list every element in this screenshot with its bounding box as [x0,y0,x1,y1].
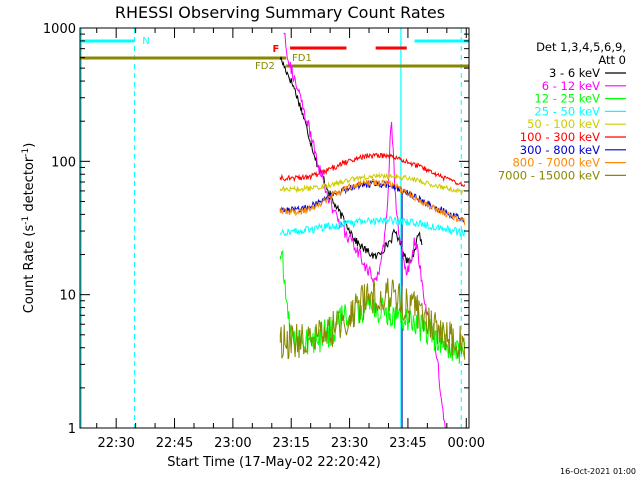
series-line-0 [279,56,423,264]
series-line-5 [279,152,466,188]
x-tick-label: 22:45 [156,436,193,451]
y-axis-title-prefix: Count Rate (s [22,225,37,314]
y-tick-label: 10 [59,289,76,304]
flare-label: F [273,44,280,55]
night-label: N [142,36,149,47]
x-axis-title: Start Time (17-May-02 22:20:42) [167,455,381,470]
series-line-1 [283,32,446,429]
legend-label: 100 - 300 keV [520,130,600,144]
x-tick-label: 00:00 [448,436,485,451]
legend-label: 3 - 6 keV [549,66,600,80]
legend-header-line-2: Att 0 [598,53,626,67]
y-axis-title-mid: detector [22,156,37,216]
legend-label: 12 - 25 keV [534,92,600,106]
y-tick-label: 1000 [43,22,76,37]
series-line-7 [279,178,466,225]
chart-title: RHESSI Observing Summary Count Rates [115,3,445,22]
fd2-label: FD2 [255,61,275,72]
x-tick-label: 22:30 [97,436,134,451]
date-stamp: 16-Oct-2021 01:00 [560,467,636,476]
x-tick-label: 23:00 [214,436,251,451]
x-tick-label: 23:45 [389,436,426,451]
fd1-label: FD1 [292,53,312,64]
y-axis-title-suffix: ) [22,143,37,148]
plot-frame [79,27,470,429]
legend-label: 800 - 7000 keV [512,156,600,170]
legend-label: 7000 - 15000 keV [498,168,600,182]
x-tick-label: 23:15 [272,436,309,451]
legend-label: 300 - 800 keV [520,143,600,157]
y-axis-title-sup1: -1 [21,216,31,225]
x-tick-label: 23:30 [331,436,368,451]
y-axis: 1 10 100 1000 [43,22,469,437]
y-axis-title-sup2: -1 [21,148,31,157]
x-axis: 22:30 22:45 23:00 23:15 23:30 23:45 00:00 [96,28,485,451]
legend-header-line-1: Det 1,3,4,5,6,9, [536,40,626,54]
series-line-3 [279,215,466,238]
legend-label: 6 - 12 keV [542,79,600,93]
series-layer [279,32,466,429]
legend-label: 25 - 50 keV [534,104,600,118]
y-tick-label: 100 [51,155,76,170]
series-line-4 [279,172,465,195]
y-axis-title: Count Rate (s-1 detector-1) [21,143,37,314]
y-tick-label: 1 [68,422,76,437]
legend-label: 50 - 100 keV [527,117,600,131]
series-line-8 [279,278,466,360]
